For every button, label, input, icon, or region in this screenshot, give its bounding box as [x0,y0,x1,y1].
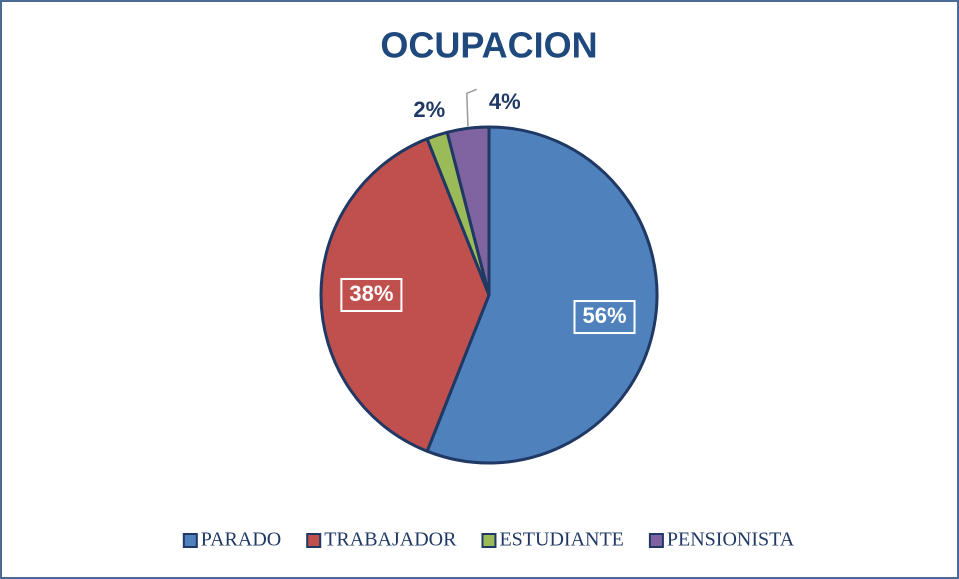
legend-label: ESTUDIANTE [499,529,623,551]
data-label: 56% [582,303,626,328]
data-label-box [573,300,636,335]
pie-slice [445,125,491,297]
legend-swatch [182,533,198,548]
legend-label: PENSIONISTA [667,529,795,551]
legend-swatch [648,533,664,548]
chart-title: OCUPACION [380,25,597,66]
data-label: 4% [489,89,521,114]
data-label: 2% [413,97,445,122]
leader-line [466,88,478,127]
legend-label: TRABAJADOR [324,529,457,551]
legend-label: PARADO [201,529,281,551]
pie-slice [425,125,659,465]
legend-swatch [306,533,322,548]
legend: PARADO TRABAJADOR ESTUDIANTE PENSIONISTA [182,529,795,551]
data-label-box [340,278,403,312]
legend-swatch [481,533,497,548]
data-label: 38% [349,281,393,306]
pie-slice [319,137,491,453]
